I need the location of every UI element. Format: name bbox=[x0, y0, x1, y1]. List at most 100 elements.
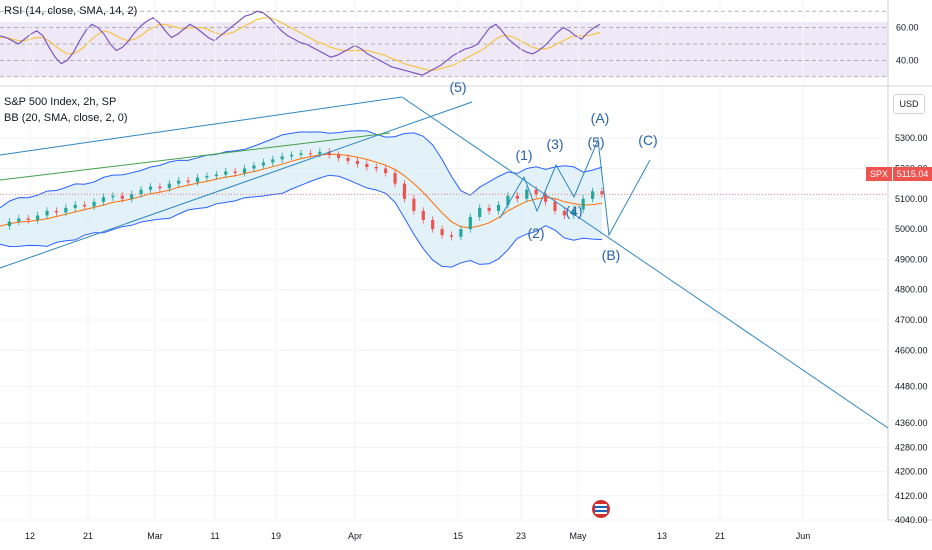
candle-body bbox=[572, 209, 576, 216]
elliott-wave-path bbox=[499, 138, 651, 237]
candle-body bbox=[308, 153, 313, 155]
candle-body bbox=[487, 207, 491, 211]
candle-body bbox=[449, 235, 454, 237]
time-tick-label: 12 bbox=[25, 531, 35, 541]
candle-body bbox=[515, 195, 519, 199]
rsi-line bbox=[0, 10, 601, 76]
price-tick-label: 4700.00 bbox=[895, 315, 928, 325]
candle-body bbox=[431, 220, 435, 230]
time-tick-label: 23 bbox=[516, 531, 526, 541]
rsi-band bbox=[0, 22, 888, 77]
price-tick-label: 5100.00 bbox=[895, 194, 928, 204]
wave-label: (A) bbox=[591, 110, 610, 126]
price-tick-label: 4360.00 bbox=[895, 418, 928, 428]
rsi-indicator-label[interactable]: RSI (14, close, SMA, 14, 2) bbox=[4, 5, 138, 17]
time-tick-label: 19 bbox=[271, 531, 281, 541]
candle-body bbox=[506, 195, 510, 205]
candle-body bbox=[54, 210, 59, 213]
candle-body bbox=[214, 174, 218, 177]
rsi-level-label: 60.00 bbox=[896, 23, 919, 33]
candle-body bbox=[7, 221, 12, 227]
candle-body bbox=[402, 183, 407, 199]
candle-body bbox=[346, 157, 350, 161]
candle-body bbox=[553, 201, 557, 211]
ticker-badge-text: SPX bbox=[869, 169, 888, 179]
channel-lower-line bbox=[0, 101, 473, 269]
candle-body bbox=[374, 166, 378, 169]
time-tick-label: 21 bbox=[715, 531, 725, 541]
candle-body bbox=[17, 218, 21, 222]
time-tick-label: Mar bbox=[147, 531, 163, 541]
time-tick-label: 15 bbox=[453, 531, 463, 541]
candle-body bbox=[111, 195, 115, 198]
candle-body bbox=[158, 186, 162, 189]
wave-label: (C) bbox=[638, 132, 657, 148]
candle-body bbox=[73, 204, 77, 208]
candle-body bbox=[440, 229, 444, 236]
candle-body bbox=[120, 195, 124, 199]
wave-label: (1) bbox=[515, 147, 532, 163]
time-tick-label: May bbox=[569, 531, 587, 541]
candle-body bbox=[83, 204, 87, 207]
candle-body bbox=[496, 204, 501, 211]
rsi-level-label: 40.00 bbox=[896, 55, 919, 65]
ticker-badge: SPX bbox=[866, 167, 892, 181]
wave-label: (5) bbox=[449, 79, 466, 95]
price-tick-label: 5300.00 bbox=[895, 133, 928, 143]
price-tick-label: 4040.00 bbox=[895, 515, 928, 525]
bb-indicator-label[interactable]: BB (20, SMA, close, 2, 0) bbox=[4, 112, 128, 124]
candle-body bbox=[355, 160, 360, 164]
time-tick-label: 11 bbox=[210, 531, 219, 541]
candle-body bbox=[581, 198, 585, 210]
tradingview-logo-icon[interactable] bbox=[592, 500, 610, 518]
price-tick-label: 4120.00 bbox=[895, 491, 928, 501]
candle-body bbox=[195, 177, 200, 183]
price-tick-label: 5000.00 bbox=[895, 224, 928, 234]
candle-body bbox=[412, 198, 416, 211]
candle-body bbox=[337, 154, 341, 158]
candle-body bbox=[384, 168, 388, 174]
channel-decline-line bbox=[401, 96, 889, 429]
price-tick-label: 4600.00 bbox=[895, 345, 928, 355]
candle-body bbox=[459, 229, 463, 237]
bollinger-upper-line bbox=[0, 130, 603, 209]
candle-body bbox=[393, 173, 397, 184]
price-tick-label: 4280.00 bbox=[895, 442, 928, 452]
candle-body bbox=[205, 176, 209, 178]
candle-body bbox=[280, 156, 284, 160]
candle-body bbox=[252, 165, 256, 169]
wave-label: (3) bbox=[546, 136, 563, 152]
currency-text: USD bbox=[899, 99, 919, 109]
price-tick-label: 4900.00 bbox=[895, 254, 928, 264]
candle-body bbox=[299, 153, 303, 155]
candle-body bbox=[45, 210, 49, 216]
candle-body bbox=[468, 216, 472, 230]
candle-body bbox=[64, 207, 68, 213]
time-tick-label: Jun bbox=[796, 531, 811, 541]
candle-body bbox=[525, 189, 529, 199]
candle-body bbox=[26, 218, 30, 220]
candle-body bbox=[590, 191, 595, 199]
candle-body bbox=[543, 194, 548, 202]
candle-body bbox=[289, 154, 294, 157]
time-tick-label: Apr bbox=[348, 531, 362, 541]
price-tick-label: 4200.00 bbox=[895, 467, 928, 477]
candle-body bbox=[261, 162, 265, 166]
candle-body bbox=[562, 210, 566, 216]
symbol-title[interactable]: S&P 500 Index, 2h, SP bbox=[4, 96, 117, 108]
wave-label: (2) bbox=[527, 225, 544, 241]
wave-label: (B) bbox=[602, 247, 621, 263]
last-price-text: 5115.04 bbox=[896, 169, 929, 179]
currency-label[interactable]: USD bbox=[893, 94, 925, 114]
green-trend-line bbox=[0, 132, 391, 181]
candle-body bbox=[167, 183, 171, 189]
candle-body bbox=[148, 186, 153, 190]
rsi-sma-line bbox=[0, 17, 601, 71]
last-price-badge: 5115.04 bbox=[893, 167, 932, 181]
candle-body bbox=[233, 171, 237, 174]
wave-label: (4) bbox=[565, 203, 582, 219]
candle-body bbox=[139, 189, 143, 195]
candle-body bbox=[478, 207, 482, 217]
candle-body bbox=[365, 163, 369, 167]
